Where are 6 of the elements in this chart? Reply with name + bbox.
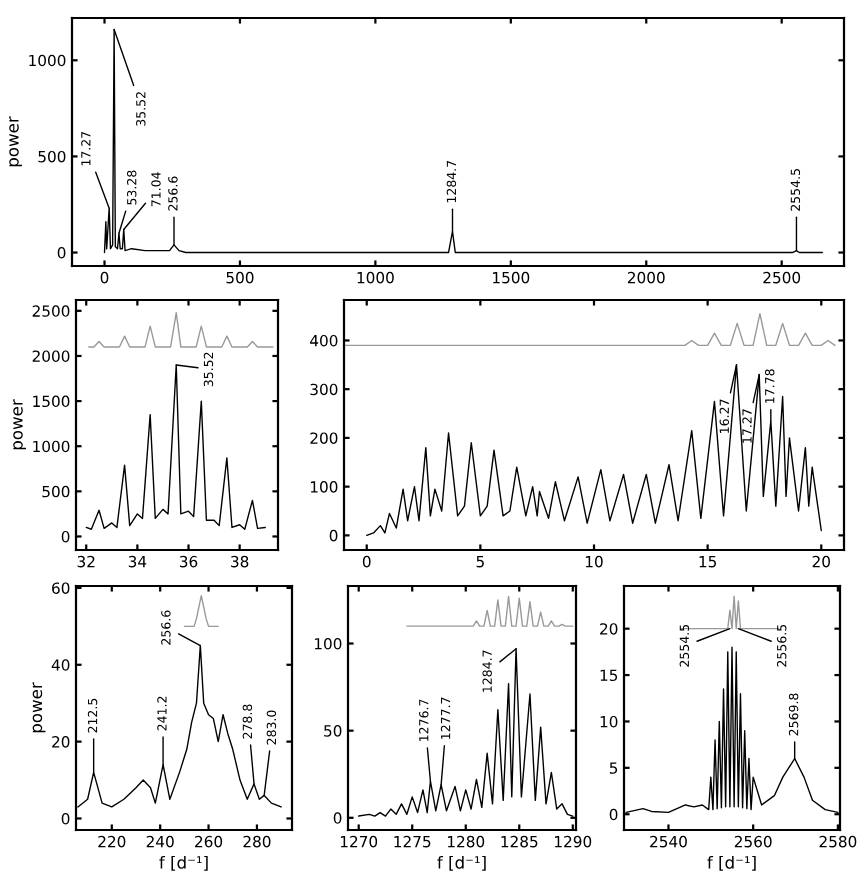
x-axis-title: f [d⁻¹] [437, 855, 486, 871]
y-axis-title: power [32, 682, 46, 733]
x-axis-title: f [d⁻¹] [159, 855, 208, 871]
y-axis-title: power [9, 116, 23, 167]
y-axis-title: power [13, 399, 27, 450]
x-axis-title: f [d⁻¹] [707, 855, 756, 871]
